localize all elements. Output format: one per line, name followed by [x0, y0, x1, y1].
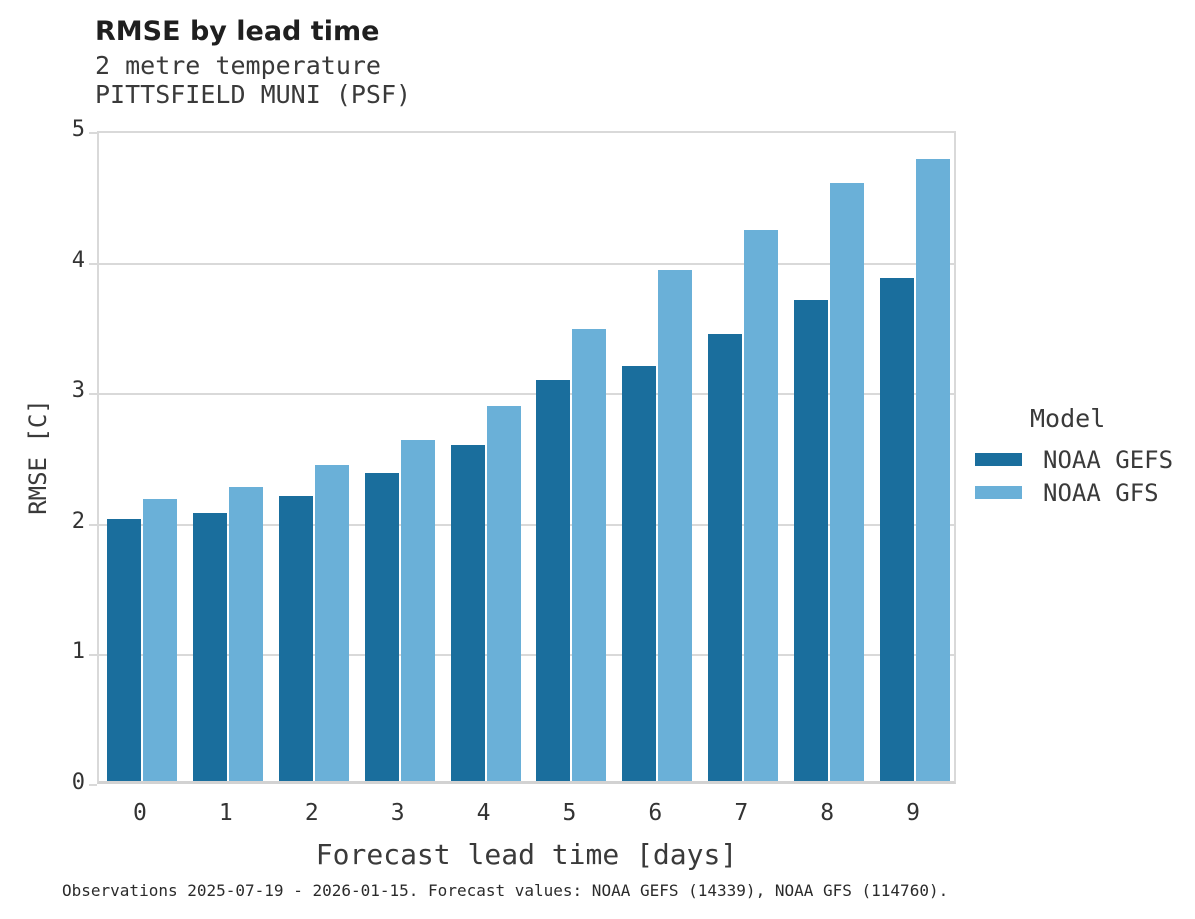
bar-noaa-gefs-lead-3 [364, 472, 399, 781]
bar-noaa-gefs-lead-4 [450, 445, 485, 781]
bar-noaa-gfs-lead-1 [228, 487, 263, 781]
legend-label: NOAA GFS [1043, 478, 1159, 507]
chart-caption: Observations 2025-07-19 - 2026-01-15. Fo… [62, 881, 949, 900]
y-tick-mark [89, 654, 97, 657]
x-tick-label: 0 [133, 800, 147, 826]
chart-title: RMSE by lead time [95, 16, 380, 47]
legend-swatch-noaa-gefs [975, 453, 1022, 466]
bar-noaa-gefs-lead-6 [622, 365, 657, 781]
y-tick-label: 2 [71, 508, 85, 534]
x-tick-label: 5 [562, 800, 577, 826]
x-tick-label: 9 [906, 800, 920, 826]
legend-swatch-noaa-gfs [975, 486, 1022, 499]
y-tick-mark [89, 523, 97, 526]
gridline [99, 654, 954, 657]
bar-noaa-gfs-lead-0 [142, 498, 177, 781]
bar-noaa-gfs-lead-4 [486, 406, 521, 781]
bar-noaa-gefs-lead-2 [278, 496, 313, 781]
legend: Model NOAA GEFS NOAA GFS [975, 404, 1190, 509]
bar-noaa-gfs-lead-5 [572, 329, 607, 781]
y-tick-label: 0 [71, 770, 85, 795]
y-tick-label: 4 [71, 247, 85, 273]
y-tick-label: 3 [71, 378, 85, 404]
legend-item: NOAA GFS [975, 476, 1190, 509]
x-tick-label: 1 [218, 800, 233, 826]
chart-subtitle-variable: 2 metre temperature [95, 51, 381, 80]
y-tick-label: 5 [71, 117, 85, 142]
bar-noaa-gefs-lead-8 [794, 300, 829, 781]
bar-noaa-gefs-lead-5 [536, 380, 571, 781]
bar-noaa-gefs-lead-7 [708, 334, 743, 781]
y-tick-mark [89, 262, 97, 265]
bar-noaa-gfs-lead-8 [830, 182, 865, 781]
x-axis-title: Forecast lead time [days] [315, 838, 738, 871]
bar-noaa-gefs-lead-1 [192, 513, 227, 781]
x-tick-label: 6 [648, 800, 663, 826]
x-tick-label: 8 [820, 800, 835, 826]
plot-area [89, 131, 956, 786]
x-tick-label: 7 [734, 800, 749, 826]
bar-noaa-gfs-lead-3 [400, 440, 435, 781]
bar-noaa-gefs-lead-9 [880, 278, 915, 781]
gridline [99, 262, 954, 265]
y-tick-mark [89, 784, 97, 786]
gridline [99, 393, 954, 396]
gridline [99, 523, 954, 526]
bar-noaa-gfs-lead-7 [744, 229, 779, 781]
x-tick-label: 4 [476, 800, 491, 826]
y-tick-label: 1 [71, 639, 85, 665]
legend-title: Model [1030, 404, 1106, 433]
y-axis-title: RMSE [C] [24, 399, 52, 515]
bar-noaa-gfs-lead-9 [916, 159, 951, 781]
x-tick-label: 2 [304, 800, 319, 826]
legend-item: NOAA GEFS [975, 443, 1190, 476]
x-tick-label: 3 [390, 800, 405, 826]
chart-subtitle-station: PITTSFIELD MUNI (PSF) [95, 80, 412, 109]
legend-label: NOAA GEFS [1043, 445, 1174, 474]
y-tick-mark [89, 132, 97, 134]
bar-noaa-gfs-lead-6 [658, 270, 693, 781]
bar-noaa-gefs-lead-0 [106, 518, 141, 781]
bar-noaa-gfs-lead-2 [314, 464, 349, 781]
y-tick-mark [89, 393, 97, 396]
